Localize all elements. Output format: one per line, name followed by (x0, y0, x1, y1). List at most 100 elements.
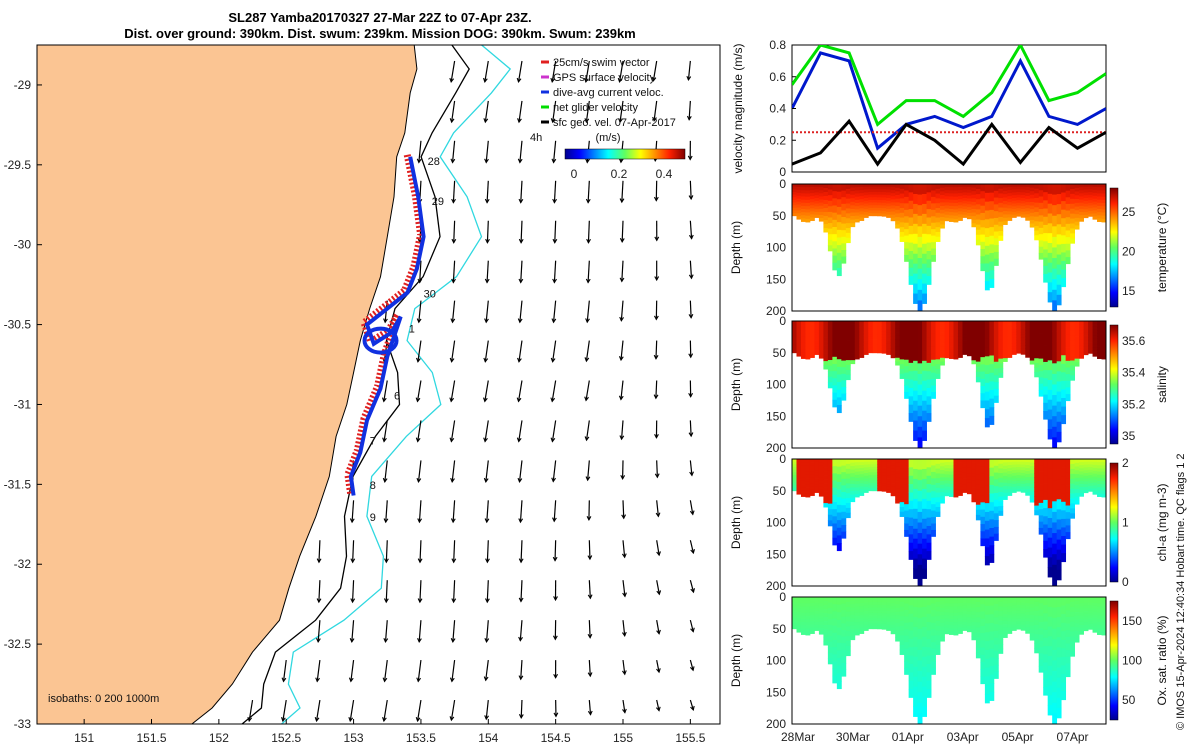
section-cell (895, 626, 901, 631)
section-cell (935, 640, 941, 646)
section-cell (966, 623, 972, 627)
section-cell (854, 343, 860, 347)
section-cell (1047, 370, 1053, 381)
section-cell (926, 525, 932, 535)
section-cell (1025, 477, 1031, 481)
section-cell (984, 373, 990, 384)
section-cell (1007, 354, 1013, 358)
section-cell (913, 293, 918, 304)
section-cell (1047, 508, 1053, 519)
section-cell (980, 466, 986, 474)
section-cell (975, 219, 981, 226)
section-cell (1074, 474, 1080, 479)
section-cell (1002, 603, 1008, 608)
section-cell (1002, 462, 1008, 467)
section-cell (1079, 493, 1084, 497)
velocity-arrow (418, 620, 422, 642)
section-cell (818, 321, 824, 325)
section-cell (1047, 695, 1053, 706)
section-cell (1092, 476, 1098, 480)
section-cell (984, 520, 990, 531)
section-cell (917, 564, 923, 576)
section-cell (1002, 475, 1008, 480)
section-cell (1011, 332, 1017, 336)
section-cell (1097, 477, 1102, 482)
section-cell (1043, 532, 1049, 542)
section-cell (850, 480, 856, 485)
section-cell (1061, 510, 1067, 520)
section-cell (1007, 462, 1013, 466)
section-cell (926, 663, 932, 673)
section-cell (1079, 339, 1084, 344)
section-cell (863, 206, 869, 210)
section-cell (1052, 363, 1058, 375)
section-cell (899, 344, 905, 351)
section-cell (917, 205, 923, 217)
section-cell (1052, 533, 1058, 545)
section-cell (832, 349, 838, 358)
section-cell (949, 352, 954, 356)
velocity-arrow-head (483, 118, 489, 124)
section-cell (922, 518, 927, 530)
section-cell (998, 372, 1004, 378)
section-cell (863, 200, 869, 204)
lat-tick-label: -29.5 (4, 158, 32, 172)
velocity-arrow-head (688, 313, 694, 319)
velocity-arrow (350, 660, 355, 682)
section-cell (908, 184, 914, 193)
section-cell (877, 477, 883, 481)
section-cell (854, 631, 860, 636)
section-cell (1038, 327, 1044, 334)
section-cell (949, 600, 954, 604)
section-cell (953, 190, 959, 194)
section-cell (1052, 352, 1058, 364)
section-cell (904, 209, 910, 217)
lat-tick-label: -30.5 (4, 318, 32, 332)
section-cell (881, 607, 887, 611)
section-cell (1029, 462, 1035, 467)
section-cell (836, 366, 842, 375)
section-cell (1074, 485, 1080, 490)
section-cell (949, 465, 954, 469)
section-cell (984, 641, 990, 651)
section-cell (1002, 331, 1008, 335)
section-cell (971, 625, 977, 630)
velocity-arrow-head (449, 437, 455, 443)
section-cell (949, 205, 954, 210)
section-cell (827, 326, 833, 333)
section-cell (1056, 321, 1062, 332)
section-cell (1052, 405, 1058, 417)
section-cell (908, 413, 914, 422)
section-cell (796, 488, 802, 492)
section-cell (895, 217, 901, 222)
section-cell (1088, 475, 1093, 479)
section-cell (1092, 213, 1098, 217)
section-colorbar-tick: 50 (1122, 693, 1136, 707)
section-cell (1061, 501, 1067, 511)
section-cell (827, 217, 833, 224)
section-ytick: 200 (766, 717, 786, 731)
section-cell (792, 328, 797, 332)
section-cell (998, 611, 1004, 617)
section-cell (908, 225, 914, 235)
isobath-200m (241, 45, 470, 724)
lon-tick-label: 153 (344, 731, 364, 745)
section-colorbar-tick: 35.6 (1122, 334, 1146, 348)
section-cell (854, 187, 860, 191)
section-cell (886, 346, 892, 350)
section-cell (854, 190, 860, 194)
section-cell (971, 604, 977, 609)
section-cell (796, 332, 802, 337)
section-cell (1083, 484, 1089, 488)
section-cell (926, 542, 932, 552)
velocity-arrow-head (618, 356, 624, 362)
section-cell (931, 229, 936, 237)
section-cell (1061, 622, 1067, 632)
section-cell (1052, 279, 1058, 291)
section-cell (908, 509, 914, 518)
section-cell (1047, 262, 1053, 273)
section-cell (863, 343, 869, 347)
section-cell (944, 184, 950, 188)
section-cell (805, 190, 811, 194)
velocity-arrow (416, 699, 422, 722)
